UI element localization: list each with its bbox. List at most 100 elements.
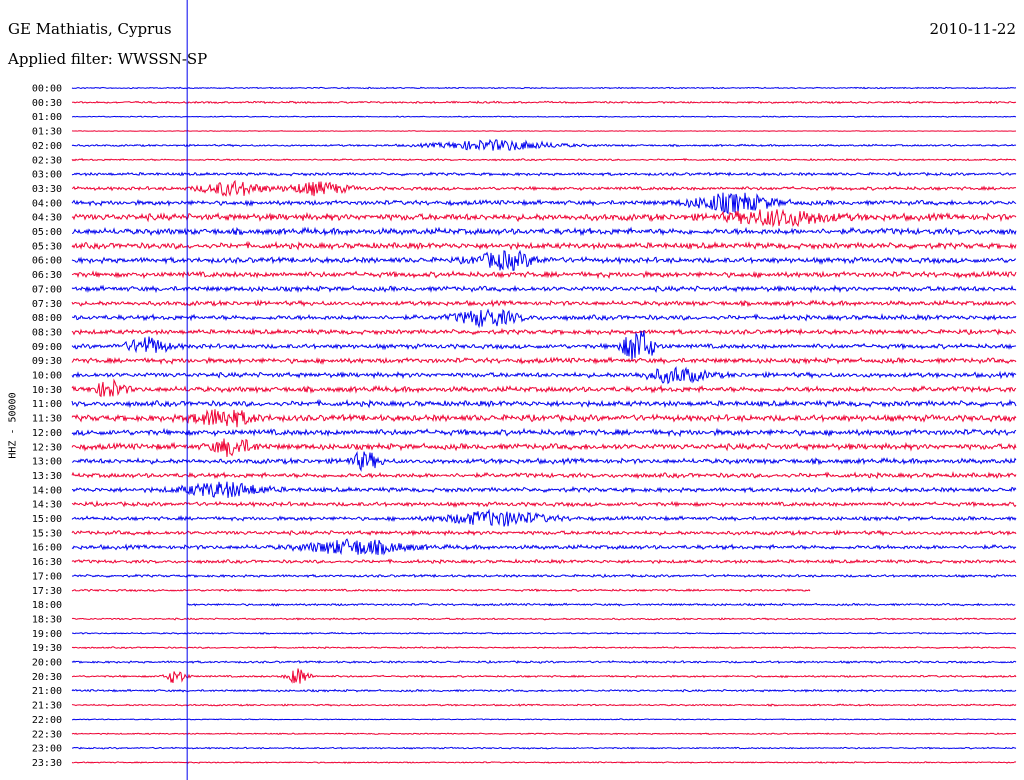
trace-0730 — [71, 299, 1017, 308]
trace-1600 — [71, 538, 1017, 556]
filter-label: Applied filter: WWSSN-SP — [8, 50, 208, 68]
trace-1000 — [71, 366, 1017, 385]
time-label-1400: 14:00 — [32, 485, 62, 496]
time-label-0900: 09:00 — [32, 342, 62, 353]
time-label-0730: 07:30 — [32, 299, 62, 310]
time-label-2330: 23:30 — [32, 758, 62, 769]
time-label-0830: 08:30 — [32, 327, 62, 338]
time-label-2030: 20:30 — [32, 672, 62, 683]
time-label-1030: 10:30 — [32, 385, 62, 396]
trace-1100 — [71, 398, 1017, 409]
time-label-2000: 20:00 — [32, 658, 62, 669]
time-label-1300: 13:00 — [32, 457, 62, 468]
trace-0700 — [71, 284, 1017, 294]
trace-0430 — [71, 208, 1017, 228]
trace-0100 — [71, 115, 1017, 118]
time-label-0130: 01:30 — [32, 127, 62, 138]
trace-0000 — [71, 86, 1017, 90]
trace-2330 — [71, 761, 1017, 764]
trace-2200 — [72, 718, 1017, 721]
time-label-1830: 18:30 — [32, 614, 62, 625]
time-label-0530: 05:30 — [32, 241, 62, 252]
trace-0930 — [71, 356, 1017, 366]
trace-1900 — [72, 631, 1017, 635]
trace-1030 — [71, 378, 1017, 398]
time-label-1430: 14:30 — [32, 500, 62, 511]
trace-0330 — [71, 179, 1017, 197]
time-label-1930: 19:30 — [32, 643, 62, 654]
time-label-1530: 15:30 — [32, 528, 62, 539]
time-label-1230: 12:30 — [32, 442, 62, 453]
time-label-0330: 03:30 — [32, 184, 62, 195]
time-label-0030: 00:30 — [32, 98, 62, 109]
trace-2230 — [71, 732, 1017, 736]
time-label-1500: 15:00 — [32, 514, 62, 525]
time-label-1800: 18:00 — [32, 600, 62, 611]
station-title: GE Mathiatis, Cyprus — [8, 20, 172, 38]
trace-0500 — [71, 226, 1017, 237]
time-label-1700: 17:00 — [32, 571, 62, 582]
trace-1130 — [71, 409, 1017, 428]
time-label-0600: 06:00 — [32, 256, 62, 267]
time-label-2230: 22:30 — [32, 729, 62, 740]
time-label-0200: 02:00 — [32, 141, 62, 152]
time-label-1600: 16:00 — [32, 543, 62, 554]
trace-0530 — [71, 240, 1017, 251]
time-label-0500: 05:00 — [32, 227, 62, 238]
time-label-0430: 04:30 — [32, 213, 62, 224]
trace-2300 — [71, 746, 1017, 750]
trace-0030 — [71, 100, 1017, 105]
trace-1800 — [186, 602, 1016, 607]
time-label-1730: 17:30 — [32, 586, 62, 597]
trace-0800 — [71, 308, 1017, 329]
trace-1530 — [71, 529, 1017, 537]
trace-1700 — [71, 573, 1017, 579]
date-label: 2010-11-22 — [929, 20, 1016, 38]
time-label-0300: 03:00 — [32, 170, 62, 181]
time-label-0930: 09:30 — [32, 356, 62, 367]
time-label-1630: 16:30 — [32, 557, 62, 568]
time-label-1330: 13:30 — [32, 471, 62, 482]
trace-1930 — [71, 646, 1017, 650]
trace-1330 — [71, 470, 1017, 480]
trace-1730 — [71, 588, 811, 593]
time-label-1900: 19:00 — [32, 629, 62, 640]
trace-0200 — [71, 138, 1017, 151]
time-label-1100: 11:00 — [32, 399, 62, 410]
trace-1430 — [71, 499, 1017, 508]
trace-1500 — [71, 508, 1017, 527]
trace-0400 — [71, 192, 1017, 215]
time-label-2130: 21:30 — [32, 701, 62, 712]
trace-2000 — [71, 659, 1017, 664]
time-label-0000: 00:00 — [32, 84, 62, 95]
trace-1400 — [71, 481, 1017, 498]
trace-1230 — [71, 438, 1017, 457]
time-label-0400: 04:00 — [32, 198, 62, 209]
time-label-2300: 23:00 — [32, 744, 62, 755]
trace-0230 — [71, 157, 1017, 162]
trace-2030 — [71, 668, 1017, 684]
time-label-0230: 02:30 — [32, 155, 62, 166]
time-label-1000: 10:00 — [32, 371, 62, 382]
time-label-0630: 06:30 — [32, 270, 62, 281]
trace-0300 — [71, 171, 1017, 177]
trace-2100 — [71, 688, 1017, 693]
time-label-0800: 08:00 — [32, 313, 62, 324]
trace-1300 — [71, 450, 1017, 472]
trace-1830 — [71, 617, 1017, 621]
time-label-1130: 11:30 — [32, 414, 62, 425]
trace-0630 — [71, 270, 1017, 280]
trace-0830 — [71, 327, 1017, 336]
trace-0600 — [71, 249, 1017, 271]
time-label-0100: 01:00 — [32, 112, 62, 123]
trace-0130 — [71, 130, 1017, 132]
trace-1630 — [71, 558, 1017, 565]
trace-1200 — [71, 427, 1017, 438]
time-label-2100: 21:00 — [32, 686, 62, 697]
time-label-0700: 07:00 — [32, 284, 62, 295]
trace-0900 — [71, 330, 1017, 362]
time-label-2200: 22:00 — [32, 715, 62, 726]
trace-2130 — [71, 703, 1017, 707]
time-label-1200: 12:00 — [32, 428, 62, 439]
